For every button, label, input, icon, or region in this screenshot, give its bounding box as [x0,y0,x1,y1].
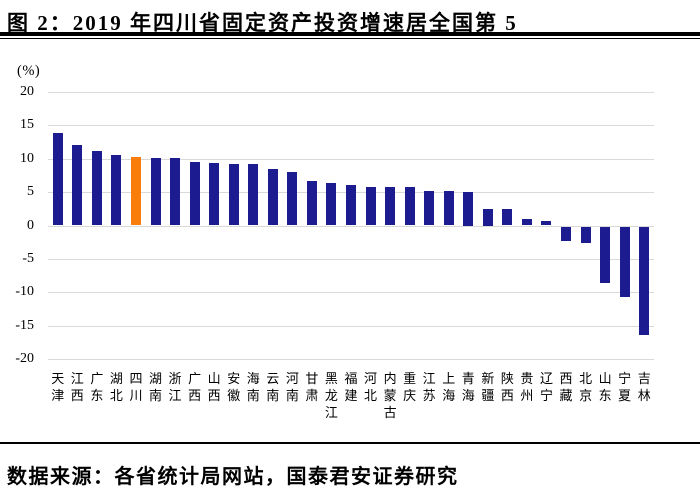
x-axis-label: 广 西 [188,371,202,403]
x-axis-label: 云 南 [266,371,280,403]
gridline [48,359,654,360]
bar [72,144,83,226]
bar [561,226,572,242]
bar [600,226,611,283]
x-axis-label: 江 西 [70,371,84,403]
x-axis-label: 青 海 [461,371,475,403]
x-axis-label: 新 疆 [481,371,495,403]
gridline [48,258,654,260]
x-axis-label: 福 建 [344,371,358,403]
bar [248,164,259,226]
x-axis-label: 湖 南 [149,371,163,403]
source-note: 数据来源：各省统计局网站，国泰君安证券研究 [7,466,459,488]
bar [619,226,630,297]
x-axis-label: 海 南 [246,371,260,403]
bar [228,164,239,226]
bar [150,158,161,226]
x-axis-label: 安 徽 [227,371,241,403]
x-axis-label: 江 苏 [422,371,436,403]
bar [365,186,376,226]
bar [306,181,317,226]
y-tick-label: 20 [20,84,34,99]
x-axis-label: 河 南 [285,371,299,403]
bar [346,185,356,226]
x-axis-label: 重 庆 [403,371,417,403]
x-axis-label: 广 东 [90,371,104,403]
title-divider-thin [0,37,700,39]
x-axis-label: 内 蒙 古 [383,371,397,420]
gridline [48,92,654,93]
x-axis-label: 贵 州 [520,371,534,403]
bar [502,209,513,226]
y-tick-label: 15 [20,117,34,133]
x-axis-label: 浙 江 [168,371,182,403]
x-axis-label: 北 京 [579,371,593,403]
bar [541,221,552,226]
x-axis-label: 湖 北 [109,371,123,403]
title-divider-thick [0,32,700,36]
x-axis-label: 西 藏 [559,371,573,403]
bar [385,186,396,226]
bar [443,191,454,226]
x-axis-label: 辽 宁 [539,371,553,403]
x-axis-label: 甘 肃 [305,371,319,403]
bar-chart: (%) 20 15 10 5 0 -5 -10 -15 -20 天 津江 西广 东湖 北四 川湖… [15,63,654,420]
gridline [48,125,654,127]
x-axis-label: 宁 夏 [618,371,632,403]
gridline [48,158,654,160]
y-tick-label: -20 [15,351,34,366]
y-tick-label: 0 [27,217,34,233]
x-axis-label: 陕 西 [500,371,514,403]
bar [170,158,181,226]
x-axis-label: 天 津 [51,371,65,403]
figure-title: 图 2：2019 年四川省固定资产投资增速居全国第 5 [7,11,518,35]
bar [52,132,63,226]
gridline [48,325,654,327]
gridline [48,292,654,294]
bar [111,154,122,226]
y-axis-unit-label: (%) [17,63,41,79]
bar [326,183,337,226]
x-axis-label: 河 北 [364,371,378,403]
gridline [48,225,654,227]
bar [424,191,435,226]
bar [287,172,298,226]
x-axis-label: 上 海 [442,371,456,403]
x-axis-label: 黑 龙 江 [324,371,338,420]
bar [209,163,220,226]
bar-highlight-sichuan [130,157,141,226]
bar [482,208,493,226]
bar [189,162,200,226]
y-tick-label: 10 [20,150,34,166]
x-axis-label: 吉 林 [637,371,651,403]
bar [404,187,415,226]
bar [267,168,278,226]
y-tick-label: -10 [15,284,34,300]
y-tick-label: -15 [15,317,34,333]
y-tick-label: 5 [27,184,34,200]
x-axis-label: 四 川 [129,371,143,403]
bar [521,218,532,226]
y-tick-label: -5 [22,250,34,266]
bar [91,151,102,226]
bar [639,226,650,336]
source-divider [0,442,700,444]
x-axis-label: 山 东 [598,371,612,403]
x-axis-label: 山 西 [207,371,221,403]
bar [463,192,474,226]
bar [580,226,591,244]
